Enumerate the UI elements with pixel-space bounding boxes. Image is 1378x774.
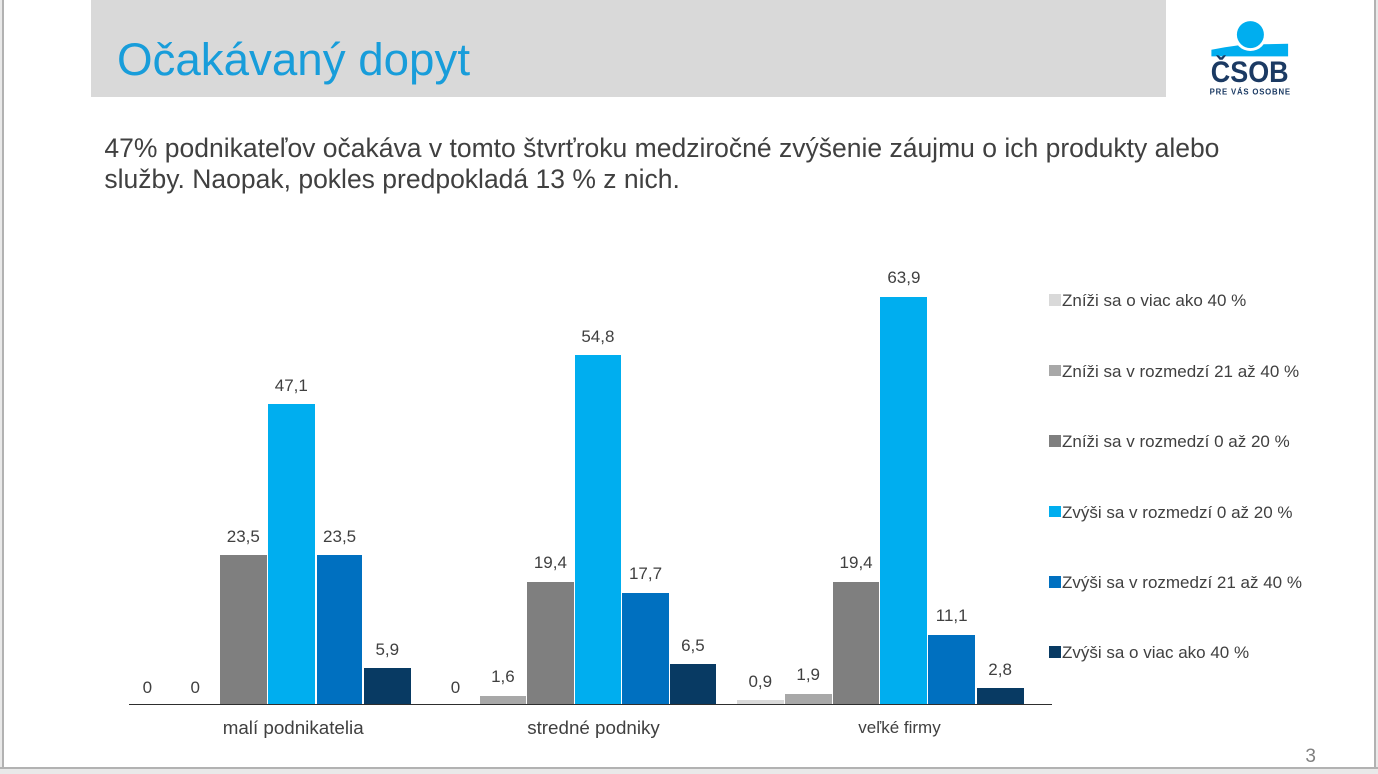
svg-text:PRE VÁS OSOBNE: PRE VÁS OSOBNE xyxy=(1210,87,1291,96)
svg-text:ČSOB: ČSOB xyxy=(1211,55,1289,89)
